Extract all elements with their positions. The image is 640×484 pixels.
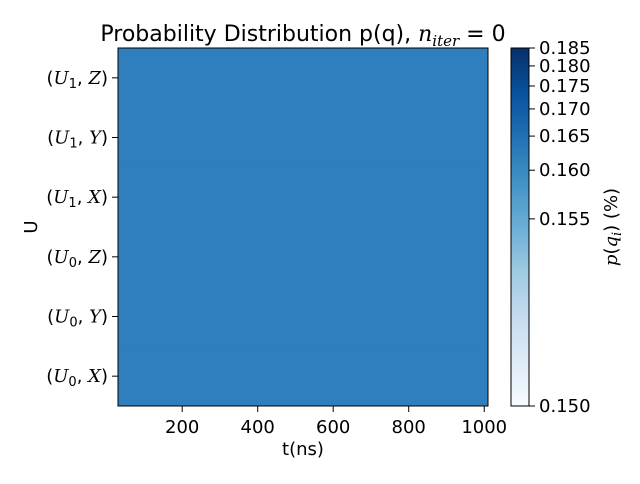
heatmap-cell xyxy=(118,167,489,228)
x-tick-label: 200 xyxy=(165,417,199,438)
x-tick-label: 600 xyxy=(316,417,350,438)
colorbar-tick-label: 0.150 xyxy=(539,396,591,417)
y-tick-label: (U1, X) xyxy=(46,187,108,211)
y-tick-label: (U0, Y) xyxy=(47,307,108,331)
colorbar-tick-label: 0.160 xyxy=(539,160,591,181)
heatmap-cell xyxy=(118,286,489,347)
colorbar-tick-label: 0.180 xyxy=(539,56,591,77)
colorbar-frame xyxy=(510,47,530,407)
x-tick-label: 400 xyxy=(241,417,275,438)
chart-title: Probability Distribution p(q), niter = 0 xyxy=(100,22,505,50)
y-tick-label: (U1, Y) xyxy=(47,128,108,152)
heatmap-cell xyxy=(118,346,489,407)
colorbar-tick-label: 0.155 xyxy=(539,209,591,230)
colorbar-label: p(qi) (%) xyxy=(601,188,625,266)
x-axis: 200 400 600 800 1000 xyxy=(165,406,507,438)
y-tick-label: (U0, Z) xyxy=(47,247,108,271)
y-tick-label: (U0, X) xyxy=(46,366,108,390)
colorbar-tick-label: 0.175 xyxy=(539,76,591,97)
x-tick-label: 1000 xyxy=(461,417,507,438)
colorbar-gradient xyxy=(511,48,529,406)
y-axis-label: U xyxy=(21,220,42,233)
heatmap-cell xyxy=(118,107,489,168)
colorbar-tick-label: 0.185 xyxy=(539,38,591,59)
x-tick-label: 800 xyxy=(392,417,426,438)
heatmap-cell xyxy=(118,227,489,288)
plot-frame xyxy=(117,47,489,407)
heatmap-cell xyxy=(118,48,489,109)
y-axis: (U1, Z) (U1, Y) (U1, X) (U0, Z) (U0, Y) (U0, … xyxy=(46,68,118,390)
colorbar-tick-label: 0.170 xyxy=(539,99,591,120)
x-axis-label: t(ns) xyxy=(282,439,324,460)
colorbar-tick-label: 0.165 xyxy=(539,126,591,147)
heatmap-cells xyxy=(118,48,489,407)
y-tick-label: (U1, Z) xyxy=(47,68,108,92)
